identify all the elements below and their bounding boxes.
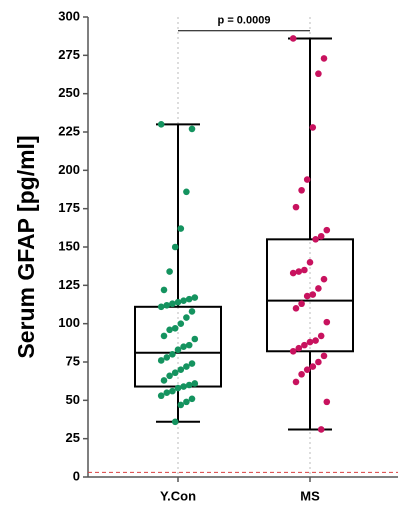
data-point xyxy=(312,337,319,344)
data-point xyxy=(169,387,176,395)
data-point xyxy=(185,295,193,303)
data-point xyxy=(185,341,193,349)
y-tick-label: 150 xyxy=(58,238,80,253)
data-point xyxy=(289,35,297,42)
data-point xyxy=(163,301,171,309)
data-point xyxy=(320,275,328,283)
data-point xyxy=(171,369,179,377)
data-point xyxy=(298,186,305,194)
y-tick-label: 175 xyxy=(58,200,80,215)
data-point xyxy=(309,291,317,298)
data-point xyxy=(174,298,182,306)
data-point xyxy=(295,268,303,275)
data-point xyxy=(174,384,182,392)
data-point xyxy=(292,203,300,211)
data-point xyxy=(191,294,199,301)
data-point xyxy=(163,354,171,361)
data-point xyxy=(171,418,179,426)
data-point xyxy=(183,314,190,321)
data-point xyxy=(160,377,168,384)
data-point xyxy=(315,70,322,78)
data-point xyxy=(185,381,193,389)
data-point xyxy=(160,332,168,340)
data-point xyxy=(323,226,331,234)
data-point xyxy=(289,347,297,355)
y-tick-label: 275 xyxy=(58,47,80,62)
data-point xyxy=(177,225,185,232)
data-point xyxy=(157,121,165,128)
data-point xyxy=(183,363,190,370)
data-point xyxy=(180,297,187,304)
data-point xyxy=(171,243,179,251)
data-point xyxy=(323,398,331,406)
data-point xyxy=(317,332,325,340)
annotation: p = 0.0009 xyxy=(218,15,271,27)
data-point xyxy=(188,360,196,367)
y-tick-label: 300 xyxy=(58,8,80,23)
y-axis-label: Serum GFAP [pg/ml] xyxy=(13,135,39,358)
data-point xyxy=(166,326,173,334)
y-tick-label: 250 xyxy=(58,85,80,100)
x-tick-label: MS xyxy=(300,488,320,503)
y-tick-label: 100 xyxy=(58,315,80,330)
data-point xyxy=(309,124,317,131)
y-tick-label: 0 xyxy=(73,468,80,483)
y-tick-label: 25 xyxy=(66,430,80,445)
data-point xyxy=(317,426,325,433)
data-point xyxy=(157,392,165,400)
data-point xyxy=(177,320,185,327)
data-point xyxy=(160,286,168,294)
data-point xyxy=(298,370,305,378)
data-point xyxy=(188,125,196,133)
data-point xyxy=(180,343,187,350)
data-point xyxy=(323,318,331,326)
data-point xyxy=(171,324,179,332)
data-point xyxy=(306,259,314,266)
data-point xyxy=(317,232,325,240)
data-point xyxy=(309,363,317,370)
data-point xyxy=(169,351,176,358)
y-tick-label: 225 xyxy=(58,123,80,138)
data-point xyxy=(298,300,305,308)
data-point xyxy=(188,395,196,403)
data-point xyxy=(177,401,185,409)
x-tick-label: Y.Con xyxy=(160,488,196,503)
data-point xyxy=(315,285,322,292)
data-point xyxy=(315,358,322,366)
data-point xyxy=(292,305,300,312)
data-point xyxy=(312,236,319,243)
y-tick-label: 125 xyxy=(58,277,80,292)
data-point xyxy=(166,268,173,275)
data-point xyxy=(183,398,190,406)
data-point xyxy=(188,308,196,315)
data-point xyxy=(177,366,185,373)
data-point xyxy=(163,389,171,396)
data-point xyxy=(191,335,199,343)
data-point xyxy=(292,378,300,386)
data-point xyxy=(301,266,308,274)
y-tick-label: 50 xyxy=(66,392,80,407)
data-point xyxy=(166,372,173,380)
data-point xyxy=(180,383,187,390)
y-tick-label: 200 xyxy=(58,162,80,177)
data-point xyxy=(157,357,165,364)
data-point xyxy=(157,303,165,311)
data-point xyxy=(174,346,182,354)
data-point xyxy=(169,300,176,308)
data-point xyxy=(303,292,311,300)
data-point xyxy=(320,55,328,62)
box xyxy=(266,238,354,353)
data-point xyxy=(303,366,311,373)
data-point xyxy=(183,188,190,196)
data-point xyxy=(301,341,308,349)
data-point xyxy=(306,338,314,346)
y-tick-label: 75 xyxy=(66,353,80,368)
data-point xyxy=(320,352,328,360)
data-point xyxy=(289,269,297,277)
data-point xyxy=(303,176,311,183)
data-point xyxy=(295,344,303,352)
data-point xyxy=(191,380,199,387)
